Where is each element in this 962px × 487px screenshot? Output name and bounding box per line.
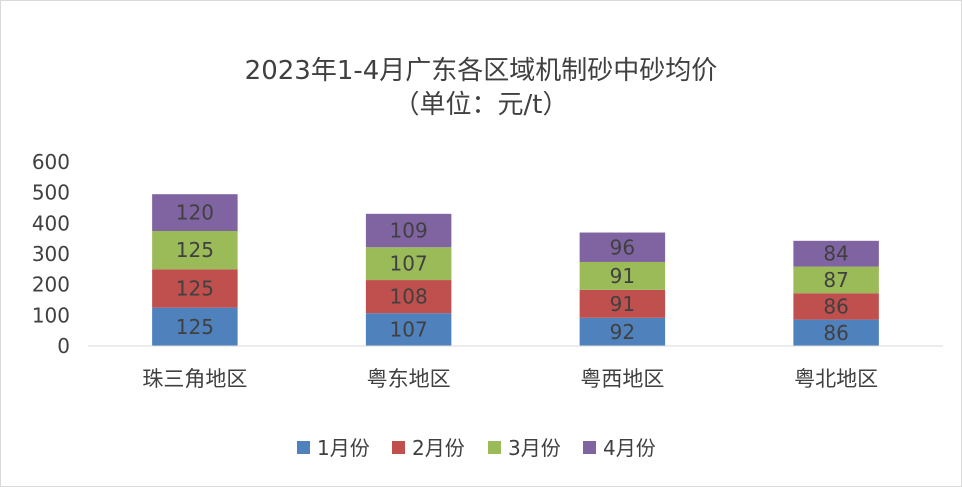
legend: 1月份 2月份 3月份 4月份 <box>297 436 656 460</box>
chart-title: 2023年1-4月广东各区域机制砂中砂均价 <box>244 56 718 86</box>
bar-segment <box>365 280 452 314</box>
chart-subtitle: （单位：元/t） <box>393 90 569 120</box>
data-label: 84 <box>823 242 848 266</box>
legend-label: 2月份 <box>412 436 465 460</box>
data-label: 125 <box>176 315 214 339</box>
bar-segment <box>579 261 666 290</box>
data-label: 91 <box>610 292 635 316</box>
bar-segment <box>365 213 452 248</box>
bar-segment <box>152 269 238 308</box>
chart-title-block: 2023年1-4月广东各区域机制砂中砂均价 （单位：元/t） <box>0 54 962 122</box>
bar-segment <box>793 319 879 346</box>
bar-segment <box>365 313 452 346</box>
data-label: 108 <box>390 285 428 309</box>
data-label: 86 <box>823 321 848 345</box>
y-tick-label: 0 <box>57 334 70 358</box>
data-label: 87 <box>823 268 848 292</box>
y-tick-label: 400 <box>32 211 70 235</box>
y-tick-label: 300 <box>32 242 70 266</box>
bar-segment <box>793 266 879 294</box>
bar-segment <box>365 247 452 281</box>
legend-label: 3月份 <box>508 436 561 460</box>
legend-swatch <box>297 441 310 454</box>
legend-swatch <box>583 441 596 454</box>
bar-segment <box>579 289 666 318</box>
x-axis: 珠三角地区 粤东地区 粤西地区 粤北地区 <box>142 367 878 391</box>
data-label: 107 <box>390 318 428 342</box>
legend-swatch <box>392 441 405 454</box>
x-category-label: 粤西地区 <box>580 367 664 391</box>
bar-segment <box>793 240 879 267</box>
data-label: 125 <box>176 277 214 301</box>
y-tick-label: 200 <box>32 273 70 297</box>
x-category-label: 粤东地区 <box>367 367 451 391</box>
y-tick-label: 100 <box>32 303 70 327</box>
legend-label: 1月份 <box>317 436 370 460</box>
data-label: 91 <box>610 264 635 288</box>
bar-segment <box>152 231 238 270</box>
data-label: 120 <box>176 201 214 225</box>
legend-label: 4月份 <box>603 436 656 460</box>
y-tick-label: 500 <box>32 181 70 205</box>
legend-swatch <box>488 441 501 454</box>
y-tick-label: 600 <box>32 150 70 174</box>
data-label: 107 <box>390 252 428 276</box>
data-label: 92 <box>610 320 635 344</box>
bar-segment <box>152 307 238 346</box>
data-label: 109 <box>390 219 428 243</box>
data-label: 86 <box>823 294 848 318</box>
bar-segment <box>152 194 238 231</box>
data-label: 96 <box>610 235 635 259</box>
x-category-label: 粤北地区 <box>794 367 878 391</box>
bar-segment <box>579 317 666 346</box>
bar-segment <box>579 232 666 262</box>
data-label: 125 <box>176 238 214 262</box>
y-axis: 0 100 200 300 400 500 600 <box>32 150 70 358</box>
bar-segment <box>793 293 879 320</box>
x-category-label: 珠三角地区 <box>142 367 247 391</box>
